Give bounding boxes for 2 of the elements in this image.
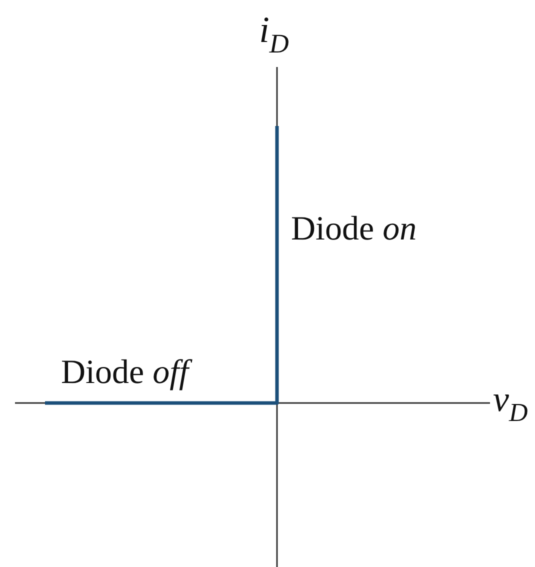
annotation: Diode off (61, 354, 194, 391)
annotation: Diode on (291, 210, 417, 248)
